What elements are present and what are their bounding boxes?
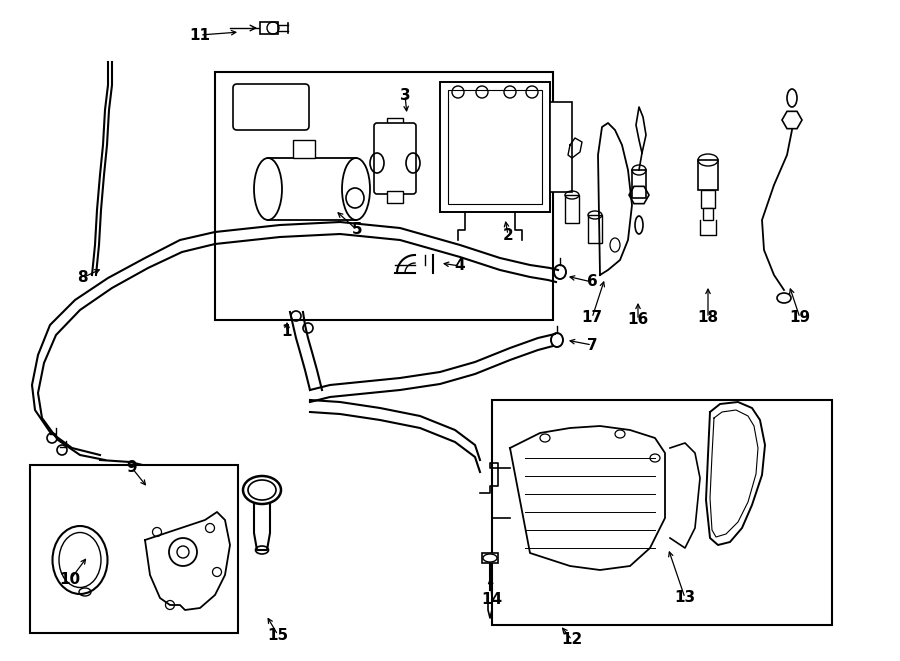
- Bar: [550, 102, 572, 192]
- Text: 3: 3: [400, 87, 410, 102]
- FancyBboxPatch shape: [374, 123, 416, 194]
- Bar: [482, 553, 498, 563]
- Text: 12: 12: [562, 633, 582, 648]
- Text: 10: 10: [59, 572, 81, 588]
- Bar: [565, 195, 579, 223]
- Text: 8: 8: [76, 270, 87, 286]
- Bar: [632, 170, 646, 198]
- Text: 5: 5: [352, 223, 363, 237]
- Bar: [387, 118, 403, 126]
- Text: 11: 11: [190, 28, 211, 42]
- Text: 7: 7: [587, 338, 598, 352]
- Text: 18: 18: [698, 311, 718, 325]
- Text: 16: 16: [627, 313, 649, 327]
- Bar: [701, 190, 715, 208]
- Text: 2: 2: [502, 227, 513, 243]
- Bar: [492, 400, 832, 625]
- Text: 15: 15: [267, 627, 289, 642]
- Bar: [260, 22, 278, 34]
- Bar: [293, 140, 315, 158]
- Bar: [30, 465, 238, 633]
- Text: 1: 1: [282, 325, 292, 340]
- Text: 13: 13: [674, 590, 696, 605]
- Bar: [387, 191, 403, 203]
- FancyBboxPatch shape: [233, 84, 309, 130]
- Bar: [703, 208, 713, 220]
- Text: 17: 17: [581, 311, 603, 325]
- Bar: [448, 90, 542, 204]
- Text: 14: 14: [482, 592, 502, 607]
- Bar: [588, 215, 602, 243]
- Text: 9: 9: [127, 461, 138, 475]
- Text: 19: 19: [789, 311, 811, 325]
- Text: 4: 4: [454, 258, 465, 274]
- Text: 6: 6: [587, 274, 598, 290]
- Bar: [698, 160, 718, 190]
- Bar: [215, 72, 553, 320]
- Bar: [440, 82, 550, 212]
